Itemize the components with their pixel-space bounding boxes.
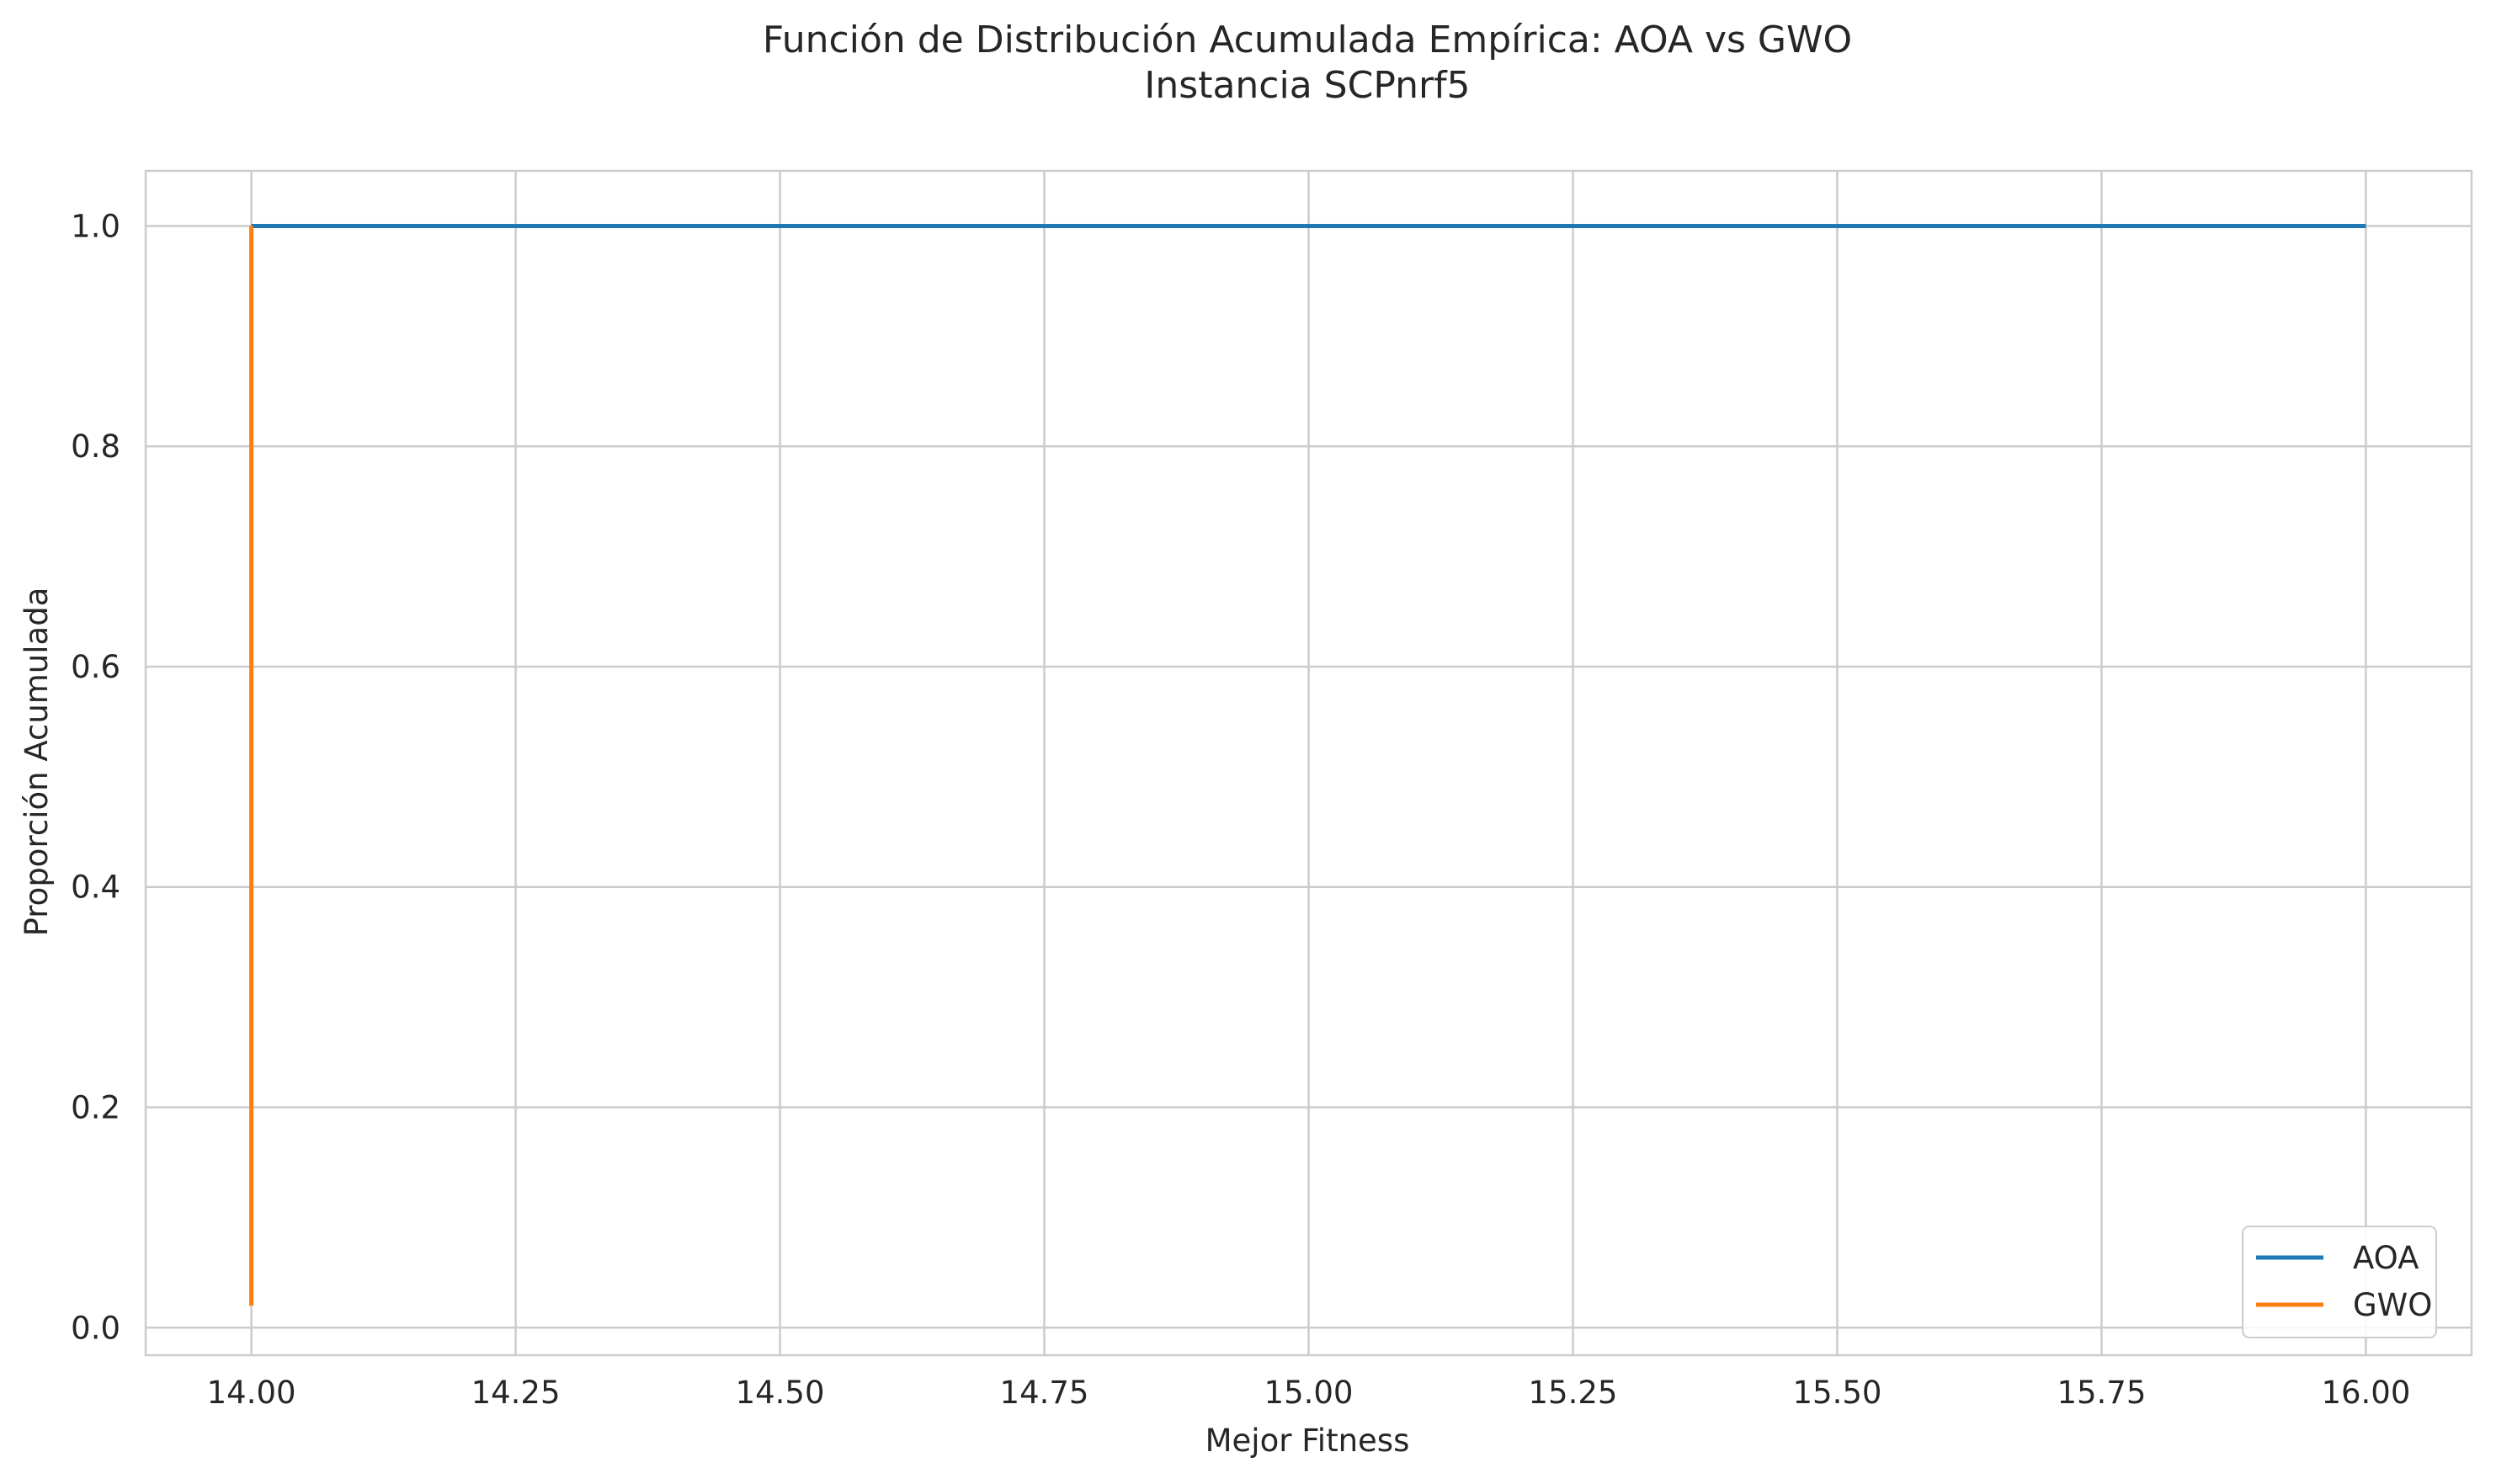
x-tick-label: 15.50 [1792, 1375, 1881, 1411]
legend: AOA GWO [2242, 1226, 2437, 1338]
legend-box [2242, 1226, 2437, 1338]
y-tick-label: 0.0 [71, 1310, 120, 1346]
legend-label-aoa: AOA [2353, 1240, 2419, 1276]
x-tick-label: 14.25 [471, 1375, 561, 1411]
x-tick-label: 15.25 [1529, 1375, 1618, 1411]
y-tick-label: 0.2 [71, 1090, 120, 1126]
x-tick-label: 15.75 [2057, 1375, 2146, 1411]
x-gridlines [250, 171, 2367, 1355]
chart-title: Función de Distribución Acumulada Empíri… [763, 19, 1852, 61]
y-tick-label: 0.8 [71, 428, 120, 465]
x-tick-label: 14.00 [207, 1375, 296, 1411]
x-tick-label: 14.75 [1000, 1375, 1089, 1411]
y-axis-label: Proporción Acumulada [19, 588, 55, 937]
x-tick-label: 14.50 [736, 1375, 825, 1411]
y-tick-label: 0.6 [71, 649, 120, 685]
x-axis-label: Mejor Fitness [1205, 1423, 1410, 1459]
x-tick-label: 15.00 [1264, 1375, 1354, 1411]
y-tick-label: 1.0 [71, 208, 120, 244]
y-tick-label: 0.4 [71, 870, 120, 906]
plot-area-frame [144, 169, 2473, 1357]
x-tick-labels: 14.00 14.25 14.50 14.75 15.00 15.25 15.50 15.75… [207, 1375, 2411, 1411]
y-tick-labels: 0.0 0.2 0.4 0.6 0.8 1.0 [71, 208, 120, 1346]
chart-subtitle: Instancia SCPnrf5 [1144, 64, 1470, 107]
legend-label-gwo: GWO [2353, 1287, 2432, 1323]
series-lines [249, 223, 2366, 1306]
x-tick-label: 16.00 [2321, 1375, 2410, 1411]
